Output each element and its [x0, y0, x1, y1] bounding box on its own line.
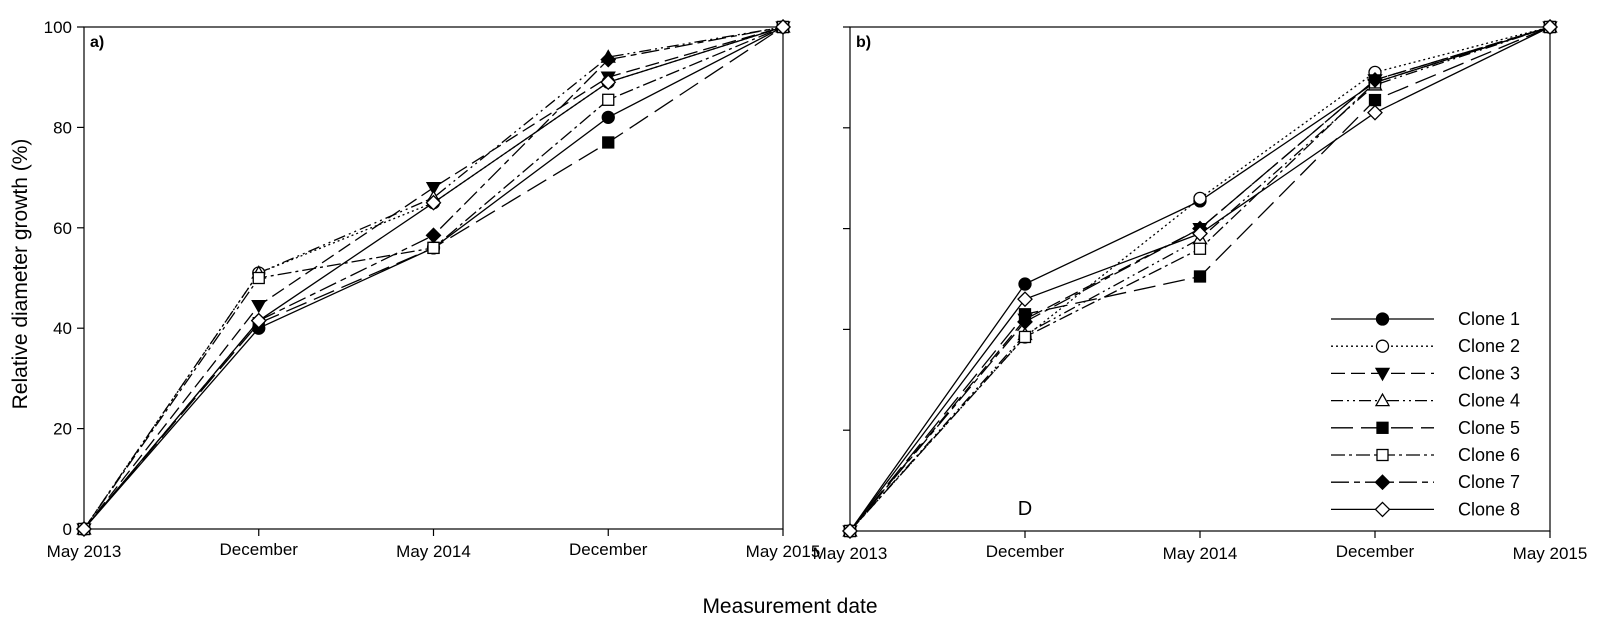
series-line-clone-6 [83, 26, 784, 530]
x-tick-label: May 2014 [396, 542, 471, 561]
y-tick-label: 20 [53, 420, 72, 439]
legend-label: Clone 8 [1458, 499, 1520, 519]
data-point-clone-6 [427, 241, 440, 255]
legend-marker [1374, 367, 1391, 382]
series-line-clone-5 [83, 26, 784, 530]
data-point-clone-5 [602, 136, 615, 149]
y-tick-label: 80 [53, 118, 72, 137]
legend-item-clone-1: Clone 1 [1331, 309, 1520, 329]
legend-label: Clone 6 [1458, 445, 1520, 465]
x-tick-label: May 2014 [1163, 544, 1238, 563]
x-tick-label: May 2013 [813, 544, 888, 563]
data-point-clone-7 [600, 51, 617, 68]
series-line-clone-7 [849, 26, 1551, 532]
data-point-clone-8 [250, 312, 267, 329]
series-line-clone-2 [83, 26, 784, 530]
legend: Clone 1 Clone 2 Clone 3 Clone 4 Clone 5 Clone… [1331, 309, 1520, 519]
x-tick-label: December [986, 542, 1065, 561]
data-point-clone-6 [602, 93, 615, 106]
data-point-clone-8 [76, 521, 92, 537]
data-point-clone-5 [1193, 270, 1207, 283]
legend-marker [1374, 474, 1391, 491]
series-line-clone-7 [83, 26, 784, 530]
y-tick-label: 40 [53, 319, 72, 338]
data-point-clone-6 [1018, 330, 1032, 344]
legend-marker [1376, 448, 1389, 462]
y-tick-label: 0 [63, 520, 72, 539]
legend-label: Clone 1 [1458, 309, 1520, 329]
y-tick-label: 60 [53, 219, 72, 238]
data-point-clone-8 [425, 194, 442, 211]
legend-item-clone-6: Clone 6 [1331, 445, 1520, 465]
data-point-clone-7 [1017, 313, 1033, 330]
legend-marker [1374, 392, 1391, 407]
legend-item-clone-3: Clone 3 [1331, 363, 1520, 383]
data-point-clone-8 [1017, 291, 1033, 308]
x-tick-label: May 2015 [1513, 544, 1588, 563]
x-tick-label: May 2015 [746, 542, 821, 561]
series-line-clone-4 [849, 26, 1551, 532]
data-point-clone-8 [1367, 104, 1383, 121]
plot-frame [83, 26, 784, 530]
panel-b: May 2013 December May 2014 December May 2015… [813, 19, 1588, 563]
series-line-clone-2 [849, 26, 1551, 532]
x-tick-label: December [220, 540, 299, 559]
legend-label: Clone 7 [1458, 472, 1520, 492]
legend-item-clone-8: Clone 8 [1331, 499, 1520, 519]
data-point-clone-3 [425, 181, 442, 196]
panel-label: b) [856, 34, 871, 51]
y-tick-label: 100 [44, 18, 72, 37]
data-point-clone-1 [1018, 277, 1032, 291]
legend-marker [1376, 421, 1389, 434]
data-point-clone-6 [1193, 242, 1207, 255]
legend-item-clone-7: Clone 7 [1331, 472, 1520, 492]
legend-item-clone-2: Clone 2 [1331, 336, 1520, 356]
y-axis-title: Relative diameter growth (%) [9, 139, 32, 410]
series-line-clone-4 [83, 26, 784, 530]
data-point-clone-7 [1367, 72, 1383, 88]
legend-label: Clone 2 [1458, 336, 1520, 356]
data-point-clone-5 [1368, 93, 1382, 107]
series-line-clone-3 [83, 26, 784, 530]
series-line-clone-8 [83, 26, 784, 530]
legend-marker [1375, 312, 1390, 326]
data-point-clone-7 [425, 227, 442, 244]
data-point-clone-6 [252, 271, 265, 285]
legend-item-clone-5: Clone 5 [1331, 418, 1520, 438]
x-axis-title: Measurement date [702, 595, 877, 618]
panel-a: 0 20 40 60 80 100 May 2013 December May 2014 Dece… [44, 18, 821, 561]
panel-annotation: D [1018, 498, 1032, 520]
data-point-clone-8 [1192, 225, 1208, 242]
legend-label: Clone 5 [1458, 418, 1520, 438]
legend-marker [1374, 501, 1391, 518]
legend-marker [1375, 339, 1390, 353]
data-point-clone-3 [251, 299, 267, 314]
data-point-clone-8 [1542, 19, 1558, 35]
legend-label: Clone 4 [1458, 391, 1520, 411]
panel-label: a) [90, 34, 104, 51]
legend-item-clone-4: Clone 4 [1331, 391, 1520, 411]
series-line-clone-1 [83, 26, 784, 530]
data-point-clone-8 [775, 19, 791, 35]
x-tick-label: May 2013 [47, 542, 122, 561]
data-point-clone-1 [601, 110, 615, 125]
data-point-clone-8 [600, 74, 617, 91]
legend-label: Clone 3 [1458, 363, 1520, 383]
data-point-clone-8 [842, 523, 858, 539]
x-tick-label: December [569, 540, 648, 559]
data-point-clone-2 [1193, 191, 1207, 206]
x-tick-label: December [1336, 542, 1415, 561]
